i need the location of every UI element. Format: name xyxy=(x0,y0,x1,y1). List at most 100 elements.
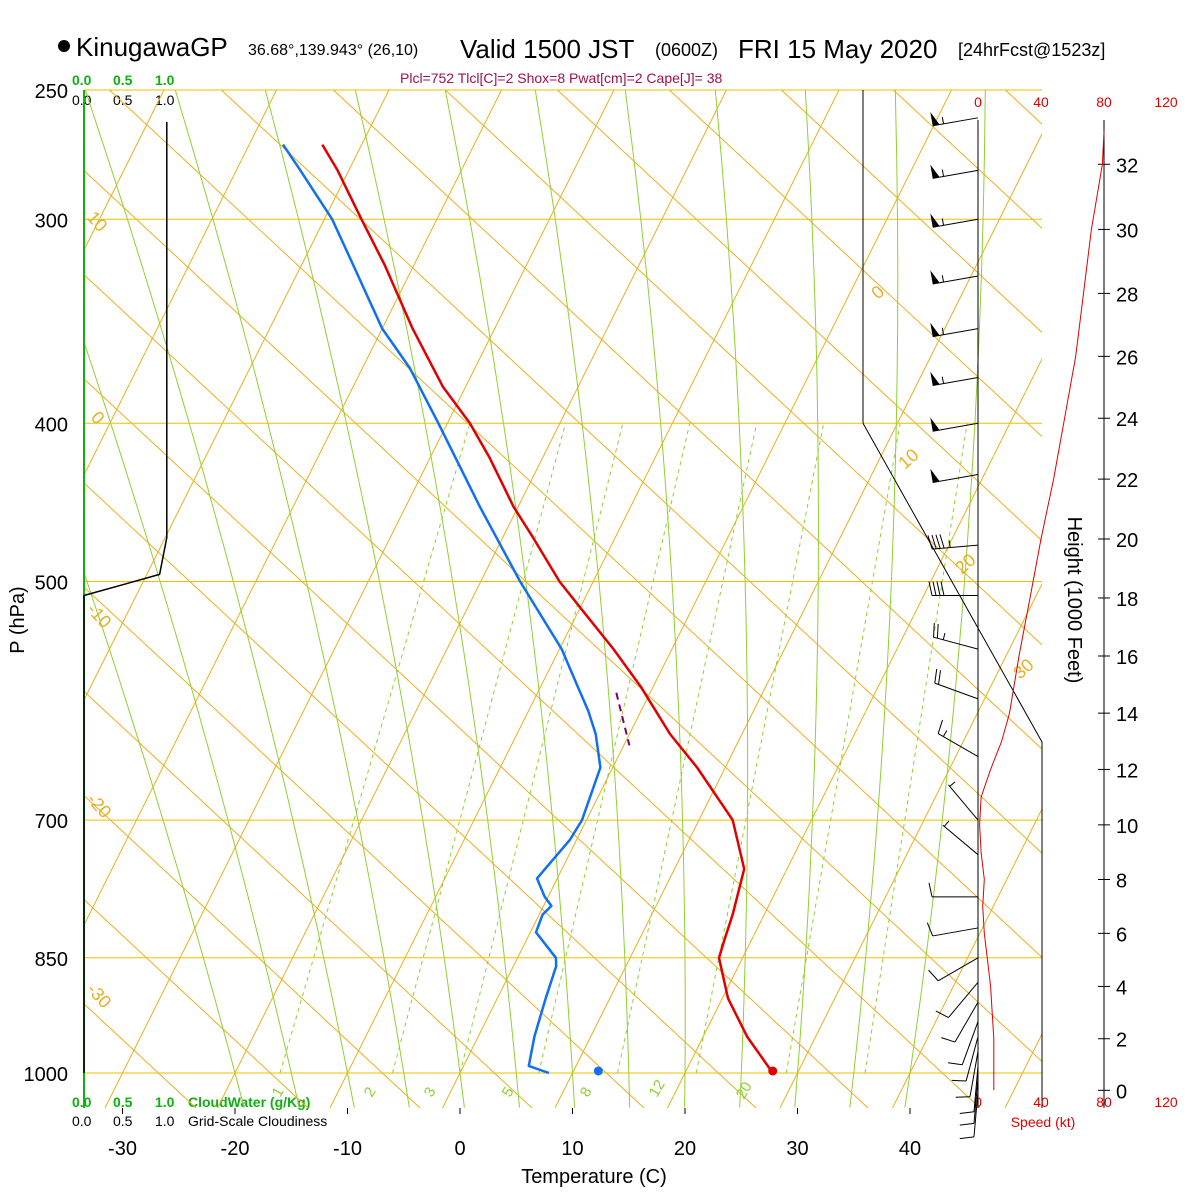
barb-staff xyxy=(932,377,979,386)
height-tick-label: 4 xyxy=(1116,977,1127,999)
barb-staff xyxy=(973,1077,979,1124)
cloud-water-tick: 1.0 xyxy=(155,1094,175,1110)
dry-adiabat-line xyxy=(84,378,869,1108)
height-tick-label: 12 xyxy=(1116,760,1138,782)
wind-barb xyxy=(934,668,979,700)
barb-flag xyxy=(959,1122,975,1126)
barb-staff xyxy=(937,733,979,757)
barb-staff xyxy=(965,1036,979,1082)
dry-adiabat-label: 0 xyxy=(87,407,109,428)
wind-barb xyxy=(927,534,979,550)
mixing-ratio-line xyxy=(785,423,901,1074)
height-tick-label: 28 xyxy=(1116,284,1138,306)
x-tick-label: 30 xyxy=(786,1138,808,1160)
barb-flag xyxy=(959,1111,975,1114)
dry-adiabat-label: -10 xyxy=(83,599,115,632)
barb-half-flag xyxy=(941,376,945,384)
barb-flag xyxy=(933,622,935,638)
height-tick-label: 26 xyxy=(1116,347,1138,369)
mixing-ratio-line xyxy=(279,423,471,1074)
cloud-cover-tick: 0.5 xyxy=(113,92,133,108)
isotherm-line xyxy=(329,90,840,1108)
isotherm-line xyxy=(84,90,390,702)
surface-dewpoint-point xyxy=(593,1066,603,1076)
barb-staff xyxy=(932,422,979,432)
moist-adiabat-line xyxy=(84,90,355,1108)
barb-staff xyxy=(954,1001,979,1043)
cloud-cover-tick: 0.0 xyxy=(72,1113,92,1129)
dry-adiabat-label: 10 xyxy=(83,207,111,235)
height-tick-label: 8 xyxy=(1116,870,1127,892)
surface-temperature-point xyxy=(768,1066,778,1076)
height-tick-label: 24 xyxy=(1116,409,1138,431)
barb-staff xyxy=(932,117,979,127)
barb-flag xyxy=(932,581,937,596)
station-name: KinugawaGP xyxy=(76,32,228,62)
isotherm-label: 0 xyxy=(867,281,888,303)
barb-half-flag xyxy=(941,116,945,124)
barb-staff xyxy=(933,636,979,650)
mixing-ratio-line xyxy=(617,423,758,1074)
x-tick-label: 20 xyxy=(674,1138,696,1160)
cloud-water-label: CloudWater (g/Kg) xyxy=(188,1094,310,1110)
barb-flag xyxy=(927,535,933,550)
mixing-ratio-line xyxy=(392,423,566,1074)
barb-pennant xyxy=(930,322,940,337)
wind-barb xyxy=(941,1001,979,1043)
moist-adiabat-line xyxy=(904,90,986,1108)
isotherm-line xyxy=(84,90,277,477)
stability-indices: Plcl=752 Tlcl[C]=2 Shox=8 Pwat[cm]=2 Cap… xyxy=(400,70,723,86)
barb-half-flag xyxy=(941,169,945,177)
height-tick-label: 16 xyxy=(1116,647,1138,669)
height-tick-label: 6 xyxy=(1116,924,1127,946)
wind-barb xyxy=(930,468,979,484)
isotherm-line xyxy=(554,132,1042,1108)
barb-flag xyxy=(936,623,939,639)
cloud-cover-scale-bottom: 0.0 0.5 1.0 Grid-Scale Cloudiness xyxy=(72,1113,327,1129)
cloud-water-tick: 1.0 xyxy=(155,72,175,88)
y-tick-label: 250 xyxy=(35,81,68,103)
dry-adiabat-line xyxy=(84,274,981,1108)
barb-staff xyxy=(932,218,979,228)
height-tick-label: 32 xyxy=(1116,155,1138,177)
moist-adiabat-line xyxy=(264,90,465,1108)
moist-adiabat-line xyxy=(84,571,245,1108)
dry-adiabat-line xyxy=(84,169,1042,1063)
forecast-info: [24hrFcst@1523z] xyxy=(958,40,1105,60)
height-tick-label: 20 xyxy=(1116,530,1138,552)
moist-adiabat-line xyxy=(444,90,575,1108)
wind-barb xyxy=(959,1065,979,1114)
dry-adiabat-line xyxy=(84,898,309,1108)
barb-flag xyxy=(935,534,941,549)
plot-right-slant-edge xyxy=(862,423,1043,1108)
y-tick-label: 850 xyxy=(35,949,68,971)
dry-adiabat-line xyxy=(84,586,645,1108)
barb-staff xyxy=(948,982,979,1018)
barb-half-flag xyxy=(942,632,946,640)
moist-adiabat-line xyxy=(534,90,631,1108)
isotherm-line xyxy=(104,90,615,1108)
speed-tick-label-bottom: 40 xyxy=(1033,1094,1049,1110)
barb-staff xyxy=(932,927,979,937)
speed-tick-label-bottom: 80 xyxy=(1096,1094,1112,1110)
dry-adiabat-line xyxy=(220,90,1042,854)
dry-adiabat-line xyxy=(84,482,757,1108)
plot-frame xyxy=(83,90,1105,1108)
barb-pennant xyxy=(930,417,940,432)
y-tick-label: 700 xyxy=(35,811,68,833)
cloud-cover-label: Grid-Scale Cloudiness xyxy=(188,1113,327,1129)
dry-adiabat-label: -20 xyxy=(83,789,115,822)
height-tick-label: 22 xyxy=(1116,470,1138,492)
barb-flag xyxy=(959,1136,975,1140)
barb-half-flag xyxy=(941,218,945,226)
cloud-cover-tick: 1.0 xyxy=(155,1113,175,1129)
sounding-series xyxy=(83,122,778,1076)
mixing-ratio-label: 3 xyxy=(421,1084,440,1100)
barb-staff xyxy=(932,328,979,338)
height-tick-label: 30 xyxy=(1116,220,1138,242)
speed-axis-label: Speed (kt) xyxy=(1011,1114,1076,1130)
barb-flag xyxy=(936,581,941,596)
y-tick-label: 1000 xyxy=(24,1064,69,1086)
barb-flag xyxy=(928,581,933,596)
barb-staff xyxy=(961,1021,979,1065)
